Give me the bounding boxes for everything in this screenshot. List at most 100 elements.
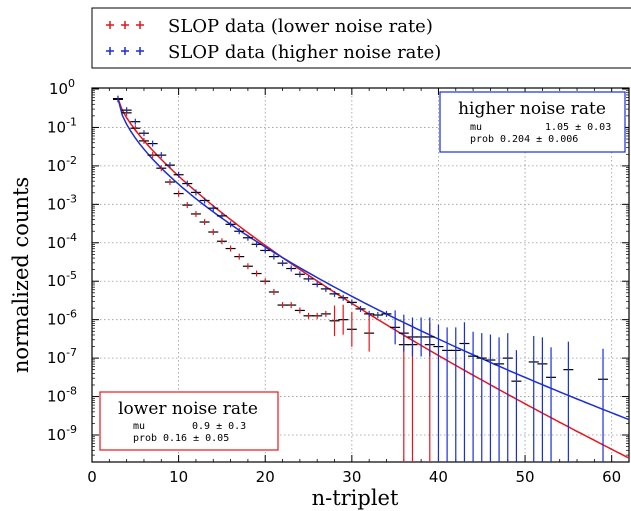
data-point-higher [286,265,297,272]
data-points [112,95,609,462]
fit-curve-lower [117,98,630,459]
data-point-higher [234,228,245,235]
fit-box-higher-prob-value: 0.204 ± 0.006 [500,134,578,145]
data-point-lower [251,270,262,277]
data-point-higher [381,310,392,317]
fit-box-lower-mu-label: mu [133,421,145,432]
fit-curve-higher [117,98,630,421]
data-point-lower [225,245,236,252]
data-point-lower [234,253,245,260]
x-tick-label: 40 [429,468,448,486]
data-point-higher [424,317,435,357]
data-point-lower [130,125,141,132]
data-point-higher [138,130,149,137]
y-tick-exponent: -2 [66,154,77,167]
data-point-higher [147,140,158,147]
data-point-higher [537,337,548,462]
data-point-higher [199,197,210,204]
data-point-higher [450,327,461,462]
data-point-higher [173,171,184,178]
fit-box-higher-frame [439,91,626,153]
data-point-higher [251,241,262,248]
data-point-higher [502,333,513,462]
y-tick-exponent: -7 [66,346,77,359]
data-point-higher [528,335,539,462]
y-tick-exponent: -4 [66,231,77,244]
data-point-higher [329,290,340,297]
data-point-lower [182,202,193,209]
x-tick-label: 50 [516,468,535,486]
data-point-lower [286,302,297,309]
x-tick-label: 20 [256,468,275,486]
data-point-higher [546,347,557,462]
data-point-lower [216,238,227,245]
data-point-higher [407,317,418,357]
data-point-higher [372,312,383,319]
legend-marker-lower [106,21,114,29]
data-point-higher [182,180,193,187]
fit-box-lower-title: lower noise rate [118,399,258,419]
fit-box-higher-title: higher noise rate [458,99,606,119]
data-point-higher [112,95,123,102]
data-point-lower [268,288,279,295]
data-point-higher [459,322,470,462]
fit-box-higher-mu-label: mu [470,122,482,133]
data-point-higher [277,260,288,267]
data-point-higher [320,285,331,292]
x-tick-label: 0 [87,468,97,486]
fit-box-lower-mu-value: 0.9 ± 0.3 [192,421,246,432]
x-axis: 0 10 20 30 40 50 60 [87,88,630,486]
legend-entry-higher: SLOP data (higher noise rate) [168,42,441,63]
fit-box-lower-prob-label: prob [133,433,157,444]
x-axis-label: n-triplet [312,486,399,510]
data-point-higher [164,162,175,169]
x-tick-label: 10 [169,468,188,486]
y-tick-exponent: 0 [68,77,75,90]
y-tick-exponent: -3 [66,192,77,205]
data-point-lower [277,302,288,309]
data-point-higher [242,234,253,241]
data-point-higher [121,107,132,114]
data-point-higher [476,333,487,462]
data-point-higher [468,331,479,462]
legend-entry-lower: SLOP data (lower noise rate) [168,16,433,37]
data-point-lower [242,263,253,270]
legend-marker-higher [106,47,114,55]
plot-frame [91,87,630,463]
legend: SLOP data (lower noise rate) SLOP data (… [91,7,631,69]
legend-box [91,7,631,69]
data-point-higher [511,350,522,462]
data-point-higher [398,314,409,352]
legend-marker-higher [136,47,144,55]
data-point-lower [173,190,184,197]
data-point-higher [130,118,141,125]
x-tick-label: 60 [602,468,621,486]
data-point-lower [312,312,323,319]
data-point-lower [156,165,167,172]
fit-box-higher: higher noise rate mu 1.05 ± 0.03 prob 0.… [439,91,626,153]
data-point-lower [138,137,149,144]
data-point-higher [338,294,349,301]
y-axis-label: normalized counts [9,177,33,373]
fit-box-higher-prob-label: prob [470,134,494,145]
data-point-higher [485,334,496,462]
y-tick-exponent: -6 [66,308,77,321]
fit-box-lower-prob-value: 0.16 ± 0.05 [163,433,229,444]
data-point-higher [260,247,271,254]
data-point-higher [312,281,323,288]
data-point-lower [320,310,331,317]
data-point-higher [442,327,453,462]
data-point-lower [164,179,175,186]
data-point-lower [294,307,305,314]
data-point-higher [216,212,227,219]
data-point-higher [268,253,279,260]
data-point-higher [303,275,314,282]
legend-marker-higher [121,47,129,55]
data-point-lower [364,314,375,352]
data-point-higher [208,205,219,212]
data-point-higher [346,299,357,306]
data-point-higher [494,337,505,462]
data-point-higher [294,271,305,278]
